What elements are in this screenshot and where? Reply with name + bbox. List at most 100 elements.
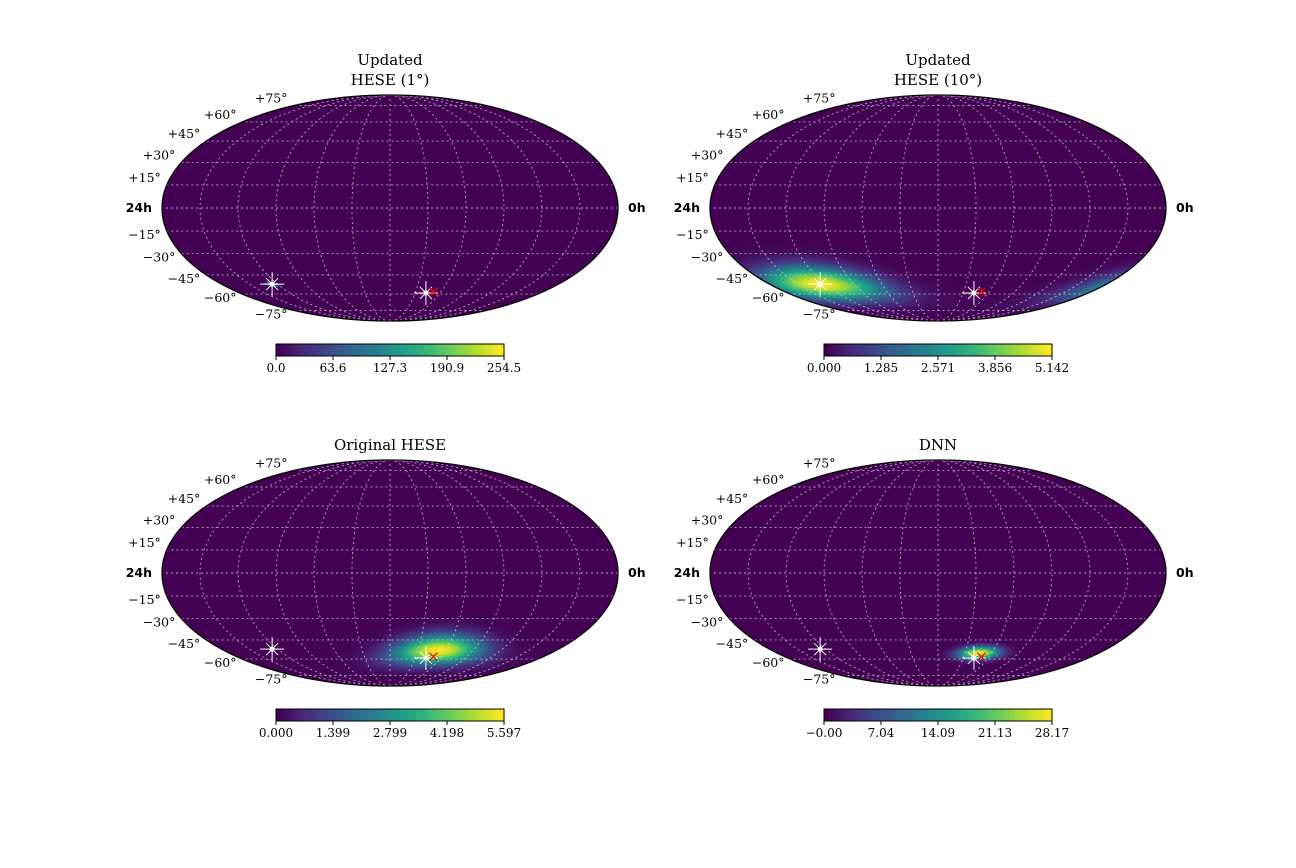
colorbar-segment — [892, 344, 897, 356]
colorbar-tick-label: 254.5 — [487, 361, 521, 375]
colorbar-segment — [991, 709, 996, 721]
colorbar-tick-label: 7.04 — [868, 726, 895, 740]
colorbar-segment — [314, 709, 319, 721]
colorbar-segment — [344, 709, 349, 721]
colorbar-segment — [367, 344, 372, 356]
colorbar-segment — [998, 709, 1004, 721]
colorbar-segment — [1044, 709, 1049, 721]
colorbar-segment — [279, 709, 285, 721]
x-b — [976, 287, 986, 297]
colorbar-segment — [892, 709, 897, 721]
colorbar-segment — [835, 709, 840, 721]
dec-label: +60° — [752, 472, 785, 487]
colorbar-segment — [831, 709, 836, 721]
colorbar-segment — [333, 344, 338, 356]
colorbar-segment — [317, 709, 323, 721]
dec-label: −45° — [168, 636, 201, 651]
meridian-line — [389, 459, 429, 687]
dec-label: −60° — [204, 655, 237, 670]
colorbar-segment — [960, 709, 966, 721]
colorbar-segment — [907, 709, 912, 721]
colorbar-segment — [926, 709, 931, 721]
colorbar-segment — [310, 709, 315, 721]
colorbar-segment — [976, 709, 981, 721]
dec-label: +60° — [752, 107, 785, 122]
dec-label: −75° — [803, 671, 836, 686]
colorbar-segment — [443, 344, 448, 356]
marker-observed-2-0 — [260, 637, 285, 662]
colorbar-segment — [450, 709, 456, 721]
colorbar-segment — [888, 709, 893, 721]
colorbar-segment — [424, 709, 429, 721]
colorbar-segment — [915, 709, 920, 721]
colorbar-segment — [854, 709, 859, 721]
colorbar-tick-label: 63.6 — [320, 361, 347, 375]
colorbar-segment — [922, 709, 928, 721]
colorbar-segment — [477, 709, 482, 721]
colorbar-segment — [884, 709, 890, 721]
colorbar-segment — [835, 344, 840, 356]
marker-observed-3-0 — [808, 637, 833, 662]
colorbar-tick-label: 28.17 — [1035, 726, 1069, 740]
colorbar-3: −0.00 7.04 14.09 21.13 28.17 — [806, 708, 1069, 740]
colorbar-segment — [865, 709, 871, 721]
panel-title-1-0: Updated — [905, 51, 971, 69]
colorbar-segment — [1014, 709, 1019, 721]
dec-label: −30° — [143, 615, 176, 630]
colorbar-segment — [329, 709, 334, 721]
meridian-line — [389, 94, 505, 322]
colorbar-segment — [922, 344, 928, 356]
colorbar-segment — [382, 344, 387, 356]
colorbar-segment — [393, 344, 399, 356]
colorbar-segment — [447, 709, 452, 721]
colorbar-segment — [287, 709, 292, 721]
dec-label: −30° — [691, 615, 724, 630]
colorbar-segment — [439, 344, 444, 356]
colorbar-tick-label: 3.856 — [978, 361, 1012, 375]
dec-label: −60° — [752, 290, 785, 305]
dec-label: −75° — [803, 306, 836, 321]
dec-label: −15° — [128, 592, 161, 607]
meridian-line — [351, 459, 391, 687]
colorbar-segment — [865, 344, 871, 356]
colorbar-segment — [998, 344, 1004, 356]
meridian-line — [199, 94, 391, 322]
colorbar-tick-label: 21.13 — [978, 726, 1012, 740]
sky-panel-3: DNN +75° +60°+45° +30° +15° −15° −30° −45°−60° −… — [674, 436, 1194, 740]
colorbar-segment — [340, 344, 345, 356]
panel-title-1-1: HESE (10°) — [894, 71, 982, 89]
colorbar-segment — [919, 709, 924, 721]
colorbar-segment — [496, 344, 501, 356]
meridian-line — [313, 94, 391, 322]
colorbar-segment — [416, 344, 421, 356]
marker-dot — [423, 655, 429, 661]
colorbar-segment — [827, 709, 833, 721]
colorbar-segment — [983, 344, 988, 356]
marker-dot — [269, 281, 275, 287]
meridian-line — [937, 459, 1091, 687]
marker-observed-0-0 — [260, 272, 285, 297]
colorbar-segment — [279, 344, 285, 356]
colorbar-tick-label: 1.399 — [316, 726, 350, 740]
colorbar-segment — [938, 709, 943, 721]
colorbar-segment — [329, 344, 334, 356]
colorbar-segment — [949, 344, 954, 356]
dec-label: −15° — [676, 592, 709, 607]
colorbar-tick-label: −0.00 — [806, 726, 843, 740]
colorbar-segment — [934, 344, 939, 356]
colorbar-segment — [930, 344, 935, 356]
colorbar-segment — [500, 709, 505, 721]
marker-truth-2-2 — [428, 652, 438, 662]
graticule-0 — [162, 94, 618, 322]
meridian-line — [937, 94, 1015, 322]
ra-label-right: 0h — [1176, 200, 1194, 215]
ra-label-right: 0h — [628, 565, 646, 580]
colorbar-segment — [900, 709, 905, 721]
colorbar-segment — [862, 709, 867, 721]
colorbar-tick-label: 14.09 — [921, 726, 955, 740]
colorbar-segment — [393, 709, 399, 721]
dec-label: −45° — [716, 271, 749, 286]
meridian-line — [389, 94, 429, 322]
meridian-line — [937, 94, 1091, 322]
colorbar-segment — [336, 344, 342, 356]
